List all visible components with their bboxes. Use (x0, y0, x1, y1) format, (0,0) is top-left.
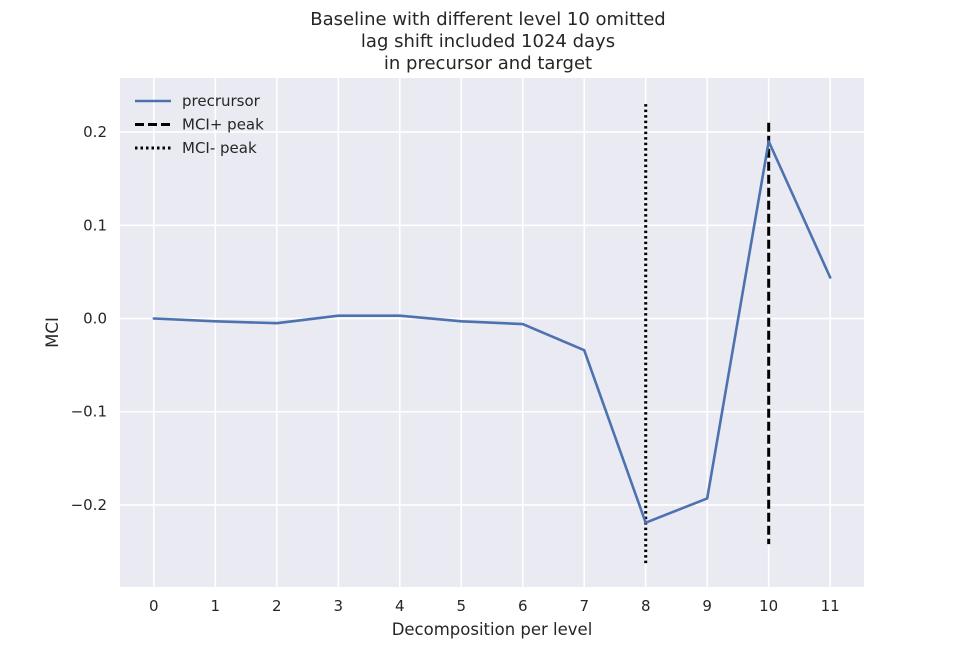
plot-area (120, 78, 864, 587)
y-tick-label: 0.2 (83, 123, 107, 141)
series-line (152, 140, 832, 525)
series-lines (152, 140, 832, 525)
x-tick-label: 8 (641, 597, 651, 615)
x-tick-label: 11 (821, 597, 840, 615)
x-axis-label: Decomposition per level (392, 620, 593, 639)
x-tick-label: 10 (759, 597, 778, 615)
x-tick-label: 0 (149, 597, 159, 615)
x-tick-label: 3 (334, 597, 344, 615)
y-axis-label: MCI (43, 317, 62, 348)
legend-label: MCI- peak (182, 139, 257, 157)
x-tick-label: 5 (456, 597, 466, 615)
x-tick-label: 9 (702, 597, 712, 615)
chart-title: Baseline with different level 10 omitted… (310, 9, 665, 74)
x-tick-label: 4 (395, 597, 405, 615)
x-tick-label: 7 (579, 597, 589, 615)
legend-label: precrursor (182, 92, 261, 110)
y-tick-label: −0.2 (71, 496, 107, 514)
y-tick-label: 0.0 (83, 310, 107, 328)
y-tick-label: −0.1 (71, 403, 107, 421)
x-tick-label: 6 (518, 597, 528, 615)
x-tick-label: 2 (272, 597, 282, 615)
chart-title-line: in precursor and target (384, 53, 592, 74)
chart-title-line: Baseline with different level 10 omitted (310, 9, 665, 30)
x-tick-labels: 0 1 2 3 4 5 6 7 8 9 10 11 (149, 597, 840, 615)
chart-title-line: lag shift included 1024 days (361, 31, 615, 52)
legend: precrursor MCI+ peak MCI- peak (135, 92, 264, 157)
legend-label: MCI+ peak (182, 116, 264, 134)
peak-lines (644, 104, 771, 565)
y-tick-labels: −0.2 −0.1 0.0 0.1 0.2 (71, 123, 107, 514)
x-tick-label: 1 (211, 597, 221, 615)
y-tick-label: 0.1 (83, 216, 107, 234)
